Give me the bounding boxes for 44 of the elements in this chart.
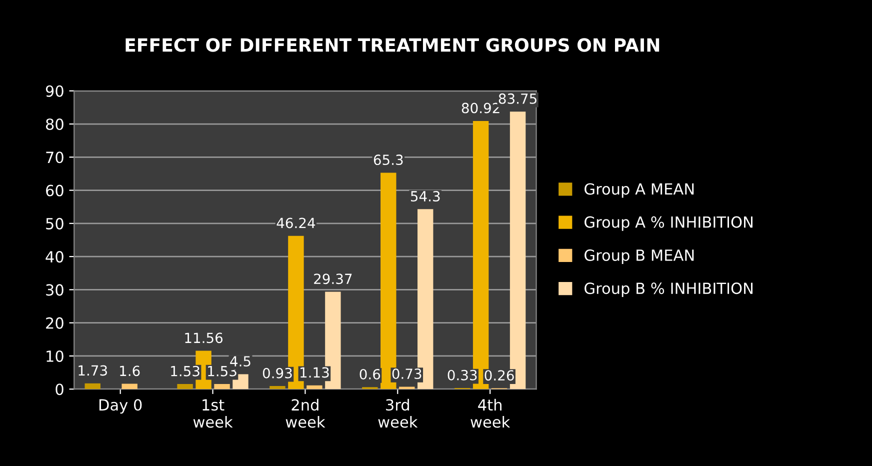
y-tick-label: 40	[46, 251, 64, 263]
data-label: 80.92	[462, 102, 500, 114]
bar	[270, 386, 286, 390]
data-label: 0.26	[484, 370, 514, 381]
bar	[306, 385, 322, 390]
y-tick-label: 60	[46, 184, 64, 196]
x-tick-label: 1st week	[193, 399, 233, 428]
x-tick-label: Day 0	[99, 399, 142, 414]
y-tick-label: 30	[46, 284, 64, 296]
bar	[84, 383, 100, 390]
legend-label: Group B MEAN	[584, 249, 694, 264]
data-label: 1.13	[300, 367, 329, 378]
data-label: 0.33	[448, 370, 477, 380]
data-label: 1.6	[120, 366, 140, 376]
bar	[214, 384, 230, 390]
data-label: 4.5	[230, 356, 250, 367]
data-label: 65.3	[374, 154, 403, 166]
x-tick-label: 4th week	[470, 398, 510, 428]
data-label: 46.24	[276, 218, 316, 228]
x-tick-label: 2nd week	[286, 398, 326, 428]
data-label: 54.3	[410, 191, 440, 202]
y-tick-label: 0	[56, 384, 64, 396]
data-label: 0.73	[392, 368, 422, 380]
y-tick-label: 10	[46, 350, 64, 362]
data-label: 1.73	[78, 365, 107, 376]
chart-title: EFFECT OF DIFFERENT TREATMENT GROUPS ON PAIN	[126, 38, 660, 52]
y-tick-label: 80	[46, 118, 64, 130]
legend-label: Group A % INHIBITION	[584, 216, 752, 231]
data-label: 11.56	[185, 332, 223, 344]
bar	[177, 384, 193, 390]
y-tick-label: 70	[46, 152, 64, 164]
bar	[122, 384, 138, 390]
y-tick-label: 90	[46, 85, 64, 97]
data-label: 0.93	[262, 368, 292, 378]
bar	[399, 386, 415, 390]
legend-label: Group B % INHIBITION	[584, 282, 752, 298]
y-tick-label: 20	[46, 317, 64, 329]
data-label: 29.37	[314, 274, 352, 284]
data-label: 83.75	[498, 93, 536, 104]
x-tick-label: 3rd week	[378, 398, 418, 428]
data-label: 1.53	[171, 366, 200, 376]
legend-label: Group A MEAN	[584, 183, 694, 198]
y-tick-label: 50	[46, 218, 64, 230]
data-label: 0.6	[360, 368, 380, 380]
